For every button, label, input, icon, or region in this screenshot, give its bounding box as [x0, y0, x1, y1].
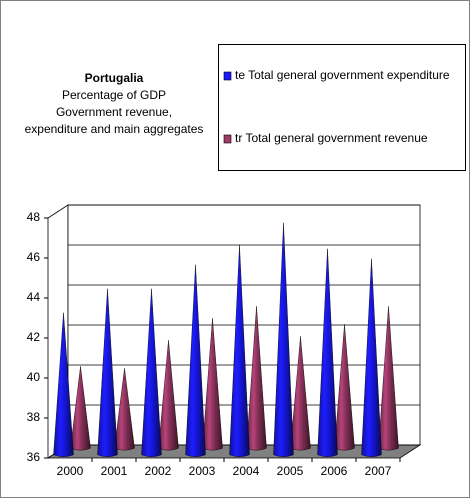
y-tick-label: 42	[27, 330, 41, 344]
legend-label: te Total general government expenditure	[235, 68, 450, 82]
y-tick-label: 38	[27, 410, 41, 424]
y-tick-label: 48	[27, 210, 41, 224]
x-tick-label: 2005	[277, 464, 304, 478]
cone	[141, 288, 162, 457]
cone	[317, 248, 338, 457]
chart-title: Portugalia	[85, 71, 144, 85]
cone	[53, 312, 74, 457]
x-tick-label: 2000	[57, 464, 84, 478]
chart-subtitle: expenditure and main aggregates	[25, 122, 204, 136]
chart-subtitle: Percentage of GDP	[62, 88, 166, 102]
x-tick-label: 2006	[321, 464, 348, 478]
y-tick-label: 46	[27, 250, 41, 264]
chart-subtitle: Government revenue,	[56, 105, 172, 119]
x-tick-label: 2004	[233, 464, 260, 478]
x-tick-label: 2002	[145, 464, 172, 478]
cone	[273, 222, 294, 457]
legend-box	[218, 44, 466, 171]
legend-label: tr Total general government revenue	[235, 131, 428, 145]
y-tick-label: 36	[27, 450, 41, 464]
y-tick-label: 44	[27, 290, 41, 304]
cone	[185, 264, 206, 457]
legend-swatch	[223, 71, 232, 81]
x-tick-label: 2003	[189, 464, 216, 478]
y-tick-label: 40	[27, 370, 41, 384]
cone	[361, 258, 382, 457]
cone	[97, 288, 118, 457]
legend-swatch	[223, 134, 232, 144]
x-tick-label: 2007	[365, 464, 392, 478]
x-tick-label: 2001	[101, 464, 128, 478]
cone	[229, 244, 250, 457]
